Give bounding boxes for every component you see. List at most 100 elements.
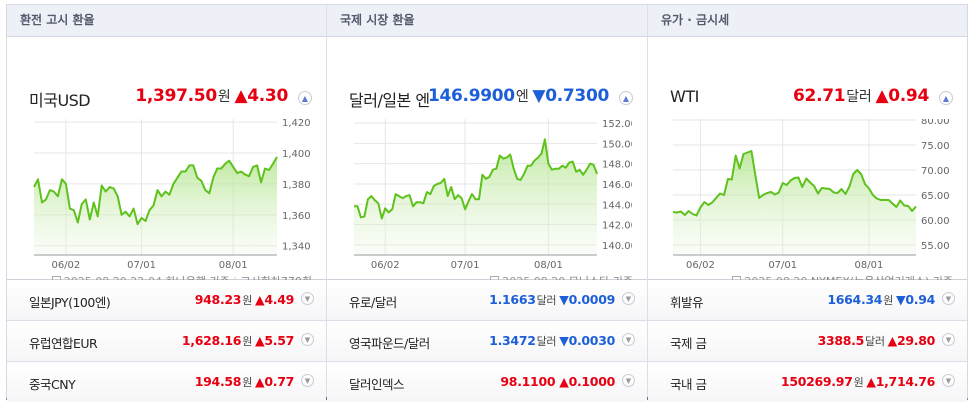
collapse-chevron-icon[interactable]: ▲ (939, 91, 953, 105)
y-tick-label: 75.00 (921, 141, 950, 152)
quote-price: 194.58원 ▲0.77 (194, 374, 295, 390)
price-unit: 달러 (846, 89, 872, 105)
quote-row[interactable]: 국제 금 3388.5달러 ▲29.80 ▼ (648, 321, 967, 362)
quote-name: 달러/일본 엔 (349, 91, 430, 110)
expand-chevron-icon[interactable]: ▼ (942, 374, 955, 387)
y-tick-label: 150.00 (602, 139, 632, 150)
y-tick-label: 148.00 (602, 160, 632, 171)
price-change: ▲0.77 (255, 374, 294, 389)
price-value: 150269.97 (780, 374, 853, 389)
y-tick-label: 146.00 (602, 180, 632, 191)
quote-name: 미국USD (29, 91, 91, 110)
price-value: 1664.34 (827, 292, 883, 307)
price-chart: 55.00 60.00 65.00 70.00 75.00 80.00 06/02 07/01… (672, 119, 950, 269)
quote-name: 국제 금 (670, 336, 707, 351)
y-tick-label: 80.00 (921, 119, 950, 127)
featured-quote[interactable]: 미국USD 1,397.50원 ▲4.30 ▲ 1,340 1,360 1,380 1,… (7, 37, 326, 288)
featured-quote[interactable]: 달러/일본 엔 146.9900엔▼0.7300 ▲ 140.00142.001… (327, 37, 647, 288)
price-change: ▲4.49 (255, 292, 294, 307)
y-tick-label: 1,400 (282, 149, 311, 160)
quote-name: WTI (670, 87, 699, 106)
expand-chevron-icon[interactable]: ▼ (622, 292, 635, 305)
expand-chevron-icon[interactable]: ▼ (301, 333, 314, 346)
quote-price: 146.9900엔 ▼0.7300 (428, 86, 609, 106)
price-line (33, 156, 278, 226)
quote-row[interactable]: 국내 금 150269.97원 ▲1,714.76 ▼ (648, 362, 967, 402)
x-tick-label: 08/01 (855, 260, 884, 269)
price-area (673, 151, 916, 255)
price-line (354, 138, 598, 220)
quote-price: 3388.5달러 ▲29.80 (818, 333, 936, 349)
column-oil-gold: 유가 · 금시세 WTI 62.71달러 ▲0.94 ▲ 55.00 60.00 65… (648, 5, 967, 402)
y-tick-label: 1,360 (282, 211, 311, 222)
quote-name: 국내 금 (670, 377, 707, 392)
price-change: ▲29.80 (887, 333, 936, 348)
price-value: 948.23 (194, 292, 242, 307)
quote-row[interactable]: 유럽연합EUR 1,628.16원 ▲5.57 ▼ (7, 321, 326, 362)
column-international-fx: 국제 시장 환율 달러/일본 엔 146.9900엔 ▼0.7300 ▲ 140.… (327, 5, 648, 402)
expand-chevron-icon[interactable]: ▼ (942, 333, 955, 346)
x-tick-label: 07/01 (768, 260, 797, 269)
quote-price: 62.71달러 ▲0.94 (793, 86, 929, 106)
quote-name: 유럽연합EUR (29, 336, 98, 351)
section-header[interactable]: 유가 · 금시세 (648, 5, 967, 37)
price-unit: 달러 (536, 294, 557, 307)
quote-name: 일본JPY(100엔) (29, 295, 111, 310)
quote-row[interactable]: 일본JPY(100엔) 948.23원 ▲4.49 ▼ (7, 280, 326, 321)
quote-name: 중국CNY (29, 377, 76, 392)
quote-price: 1,628.16원 ▲5.57 (182, 333, 294, 349)
market-widget: 환전 고시 환율 미국USD 1,397.50원 ▲4.30 ▲ 1,340 1,3… (6, 4, 968, 402)
price-unit: 달러 (865, 335, 885, 348)
expand-chevron-icon[interactable]: ▼ (622, 374, 635, 387)
x-tick-label: 07/01 (127, 260, 156, 269)
quote-name: 달러인덱스 (349, 377, 405, 392)
section-header[interactable]: 환전 고시 환율 (7, 5, 326, 37)
quote-row[interactable]: 유로/달러 1.1663달러 ▼0.0009 ▼ (327, 280, 647, 321)
price-value: 194.58 (194, 374, 242, 389)
price-value: 146.9900 (427, 86, 515, 106)
y-tick-label: 55.00 (921, 241, 950, 252)
featured-quote[interactable]: WTI 62.71달러 ▲0.94 ▲ 55.00 60.00 65.00 70.00 7… (648, 37, 967, 288)
x-tick-label: 08/01 (534, 260, 563, 269)
y-tick-label: 70.00 (921, 166, 950, 177)
quote-price: 948.23원 ▲4.49 (194, 292, 295, 308)
price-change: ▲4.30 (234, 86, 288, 106)
quote-name: 휘발유 (670, 295, 704, 310)
section-title: 국제 시장 환율 (340, 13, 415, 27)
section-header[interactable]: 국제 시장 환율 (327, 5, 647, 37)
price-unit: 원 (883, 294, 894, 307)
section-title: 유가 · 금시세 (661, 13, 730, 27)
quote-price: 1664.34원 ▼0.94 (827, 292, 935, 308)
quote-row[interactable]: 영국파운드/달러 1.3472달러 ▼0.0030 ▼ (327, 321, 647, 362)
expand-chevron-icon[interactable]: ▼ (301, 292, 314, 305)
price-value: 1,628.16 (181, 333, 242, 348)
y-tick-label: 152.00 (602, 119, 632, 130)
quote-row[interactable]: 휘발유 1664.34원 ▼0.94 ▼ (648, 280, 967, 321)
price-value: 98.1100 (500, 374, 556, 389)
quote-price: 1.1663달러 ▼0.0009 (489, 292, 615, 308)
x-tick-label: 06/02 (371, 260, 400, 269)
collapse-chevron-icon[interactable]: ▲ (619, 91, 633, 105)
price-unit: 원 (217, 89, 231, 105)
quote-row[interactable]: 중국CNY 194.58원 ▲0.77 ▼ (7, 362, 326, 402)
quote-name: 영국파운드/달러 (349, 336, 430, 351)
x-tick-label: 06/02 (686, 260, 715, 269)
price-change: ▲5.57 (255, 333, 294, 348)
quote-price: 98.1100 ▲0.1000 (500, 374, 615, 389)
price-value: 62.71 (793, 86, 846, 106)
price-line (672, 150, 917, 217)
quote-price: 150269.97원 ▲1,714.76 (781, 374, 935, 390)
price-unit: 원 (853, 376, 864, 389)
price-change: ▼0.0009 (559, 292, 615, 307)
price-area (34, 156, 277, 255)
quote-row[interactable]: 달러인덱스 98.1100 ▲0.1000 ▼ (327, 362, 647, 402)
price-value: 1,397.50 (135, 86, 217, 106)
expand-chevron-icon[interactable]: ▼ (942, 292, 955, 305)
collapse-chevron-icon[interactable]: ▲ (298, 91, 312, 105)
x-tick-label: 06/02 (51, 260, 80, 269)
expand-chevron-icon[interactable]: ▼ (301, 374, 314, 387)
quote-price: 1.3472달러 ▼0.0030 (489, 333, 615, 349)
expand-chevron-icon[interactable]: ▼ (622, 333, 635, 346)
quote-price: 1,397.50원 ▲4.30 (135, 86, 288, 106)
price-change: ▼0.7300 (532, 86, 609, 106)
